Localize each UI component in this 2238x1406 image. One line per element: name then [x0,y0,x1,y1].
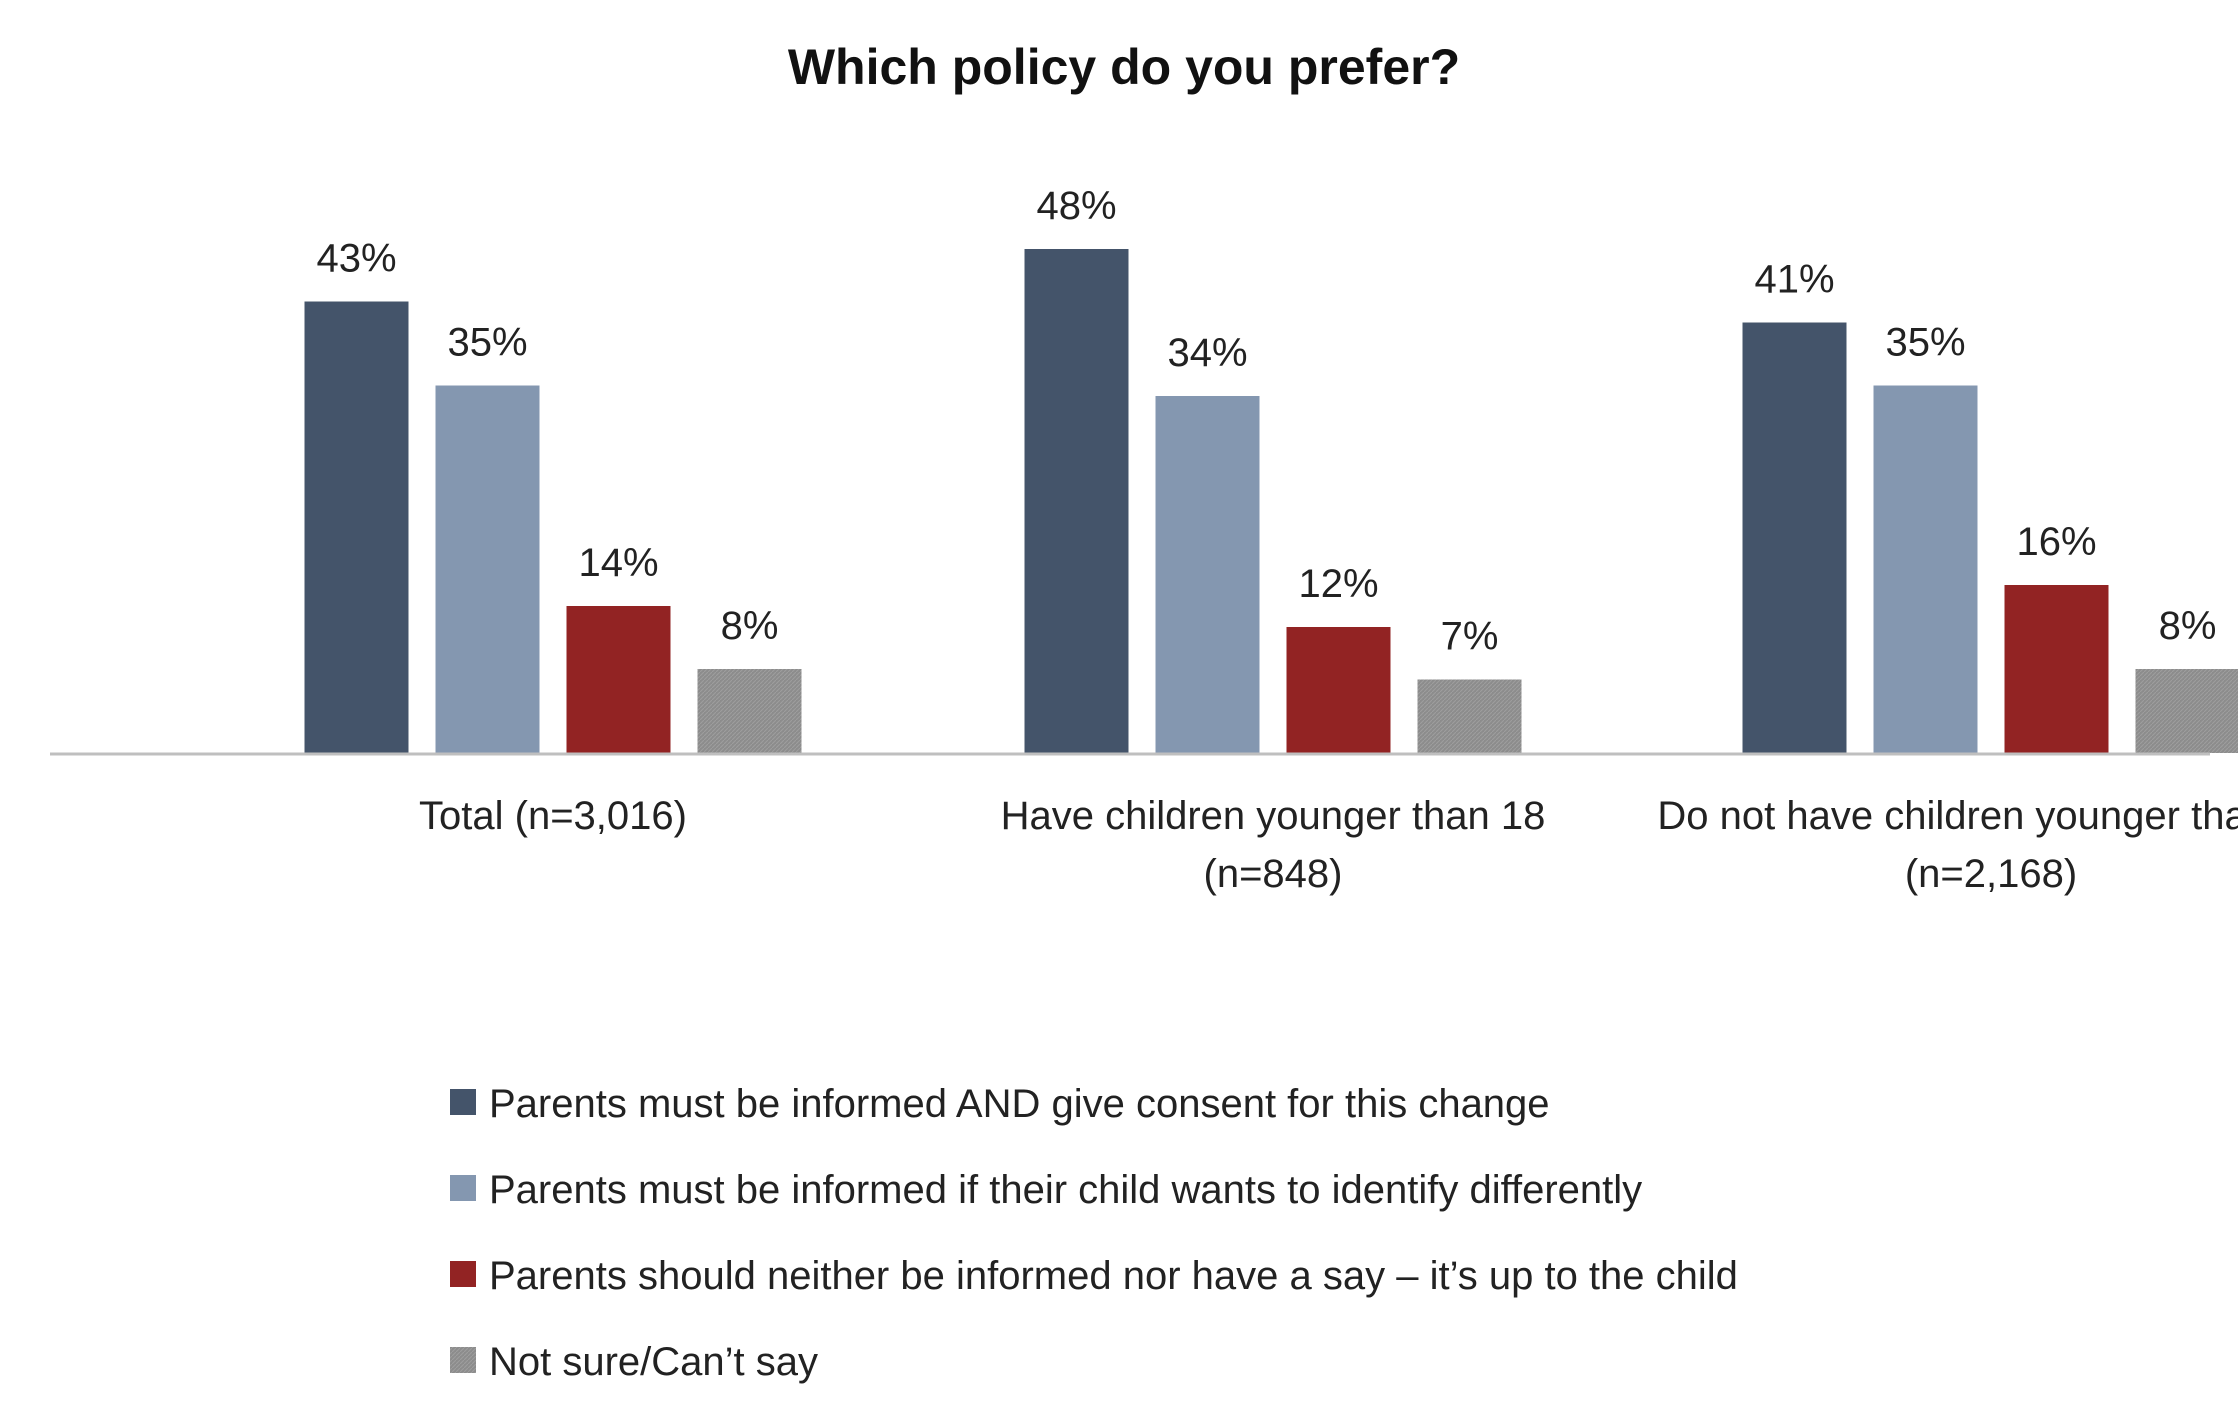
chart-title: Which policy do you prefer? [788,39,1460,95]
bar-s1-c2 [1873,385,1978,753]
data-label-s1-c1: 34% [1167,331,1247,375]
bar-s3-c0 [697,669,802,753]
category-label-1-line-0: Have children younger than 18 [1001,794,1546,838]
data-labels-layer: 43% 35% 14% 8% 48% 34% 12% 7% 41% 35% 16% 8% [316,184,2216,659]
data-label-s3-c0: 8% [721,604,779,648]
data-label-s3-c2: 8% [2159,604,2217,648]
legend: Parents must be informed AND give consen… [450,1082,1738,1384]
legend-swatch-3 [450,1347,476,1373]
bar-s1-c1 [1155,396,1260,753]
bar-s2-c0 [566,606,671,753]
data-label-s3-c1: 7% [1441,615,1499,659]
bar-s0-c2 [1742,322,1847,753]
category-label-1-line-1: (n=848) [1204,852,1343,896]
data-label-s0-c0: 43% [316,237,396,281]
category-label-0-line-0: Total (n=3,016) [419,794,687,838]
category-labels-layer: Total (n=3,016) Have children younger tha… [419,794,2238,896]
bar-s0-c0 [304,301,409,753]
data-label-s1-c0: 35% [447,321,527,365]
data-label-s2-c2: 16% [2016,520,2096,564]
data-label-s1-c2: 35% [1885,321,1965,365]
legend-swatch-1 [450,1175,476,1201]
data-label-s0-c2: 41% [1754,258,1834,302]
legend-swatch-2 [450,1261,476,1287]
data-label-s0-c1: 48% [1036,184,1116,228]
category-label-2-line-1: (n=2,168) [1905,852,2077,896]
legend-label-2: Parents should neither be informed nor h… [489,1254,1738,1298]
bar-s0-c1 [1024,249,1129,753]
bars-layer [304,249,2238,753]
legend-label-3: Not sure/Can’t say [489,1340,818,1384]
data-label-s2-c0: 14% [578,541,658,585]
legend-label-0: Parents must be informed AND give consen… [489,1082,1550,1126]
data-label-s2-c1: 12% [1298,562,1378,606]
legend-label-1: Parents must be informed if their child … [489,1168,1642,1212]
bar-s2-c1 [1286,627,1391,753]
legend-swatch-0 [450,1089,476,1115]
bar-s2-c2 [2004,585,2109,753]
category-label-2-line-0: Do not have children younger than 18 [1657,794,2238,838]
bar-s3-c1 [1417,679,1522,753]
bar-s3-c2 [2135,669,2238,753]
bar-s1-c0 [435,385,540,753]
